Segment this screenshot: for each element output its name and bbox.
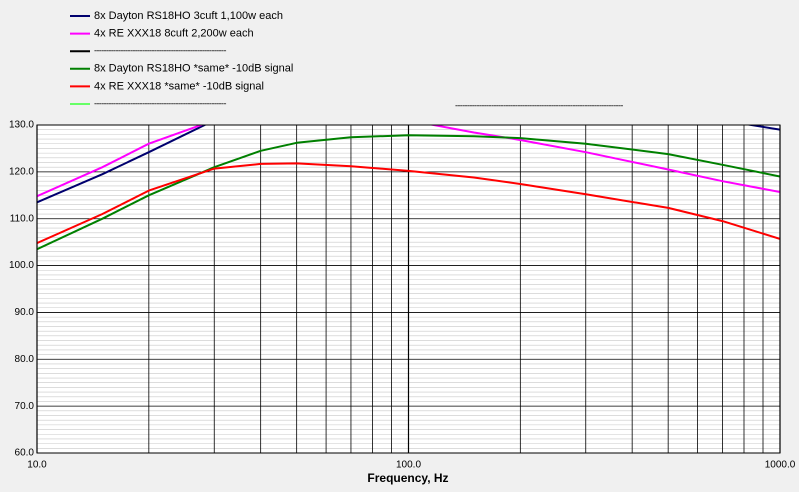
series-line [37,125,780,198]
y-tick-label: 110.0 [10,213,35,224]
y-tick-label: 90.0 [15,307,35,318]
x-tick-label: 100.0 [396,460,421,471]
lines [37,125,780,251]
x-tick-label: 1000.0 [765,460,796,471]
y-tick-label: 70.0 [15,401,35,412]
legend: 8x Dayton RS18HO 3cuft 1,100w each 4x RE … [70,10,293,108]
annotation: ----------------------------------------… [455,100,623,110]
series-line [37,134,780,251]
legend-label: 8x Dayton RS18HO *same* -10dB signal [94,63,293,75]
y-tick-label: 120.0 [9,166,34,177]
y-tick-label: 60.0 [15,448,35,459]
legend-label: 8x Dayton RS18HO 3cuft 1,100w each [94,10,283,22]
legend-label: ----------------------------------------… [94,98,226,108]
y-tick-label: 100.0 [9,260,34,271]
y-tick-label: 80.0 [15,354,35,365]
x-axis-label: Frequency, Hz [367,471,448,485]
legend-label: 4x RE XXX18 8cuft 2,200w each [94,28,254,40]
series-line [37,162,780,245]
grid [36,124,781,454]
y-tick-label: 130.0 [9,120,34,131]
x-tick-label: 10.0 [27,460,47,471]
plot-border [36,124,781,454]
legend-label: ----------------------------------------… [94,46,226,56]
legend-label: 4x RE XXX18 *same* -10dB signal [94,80,264,92]
series-line [37,125,780,204]
